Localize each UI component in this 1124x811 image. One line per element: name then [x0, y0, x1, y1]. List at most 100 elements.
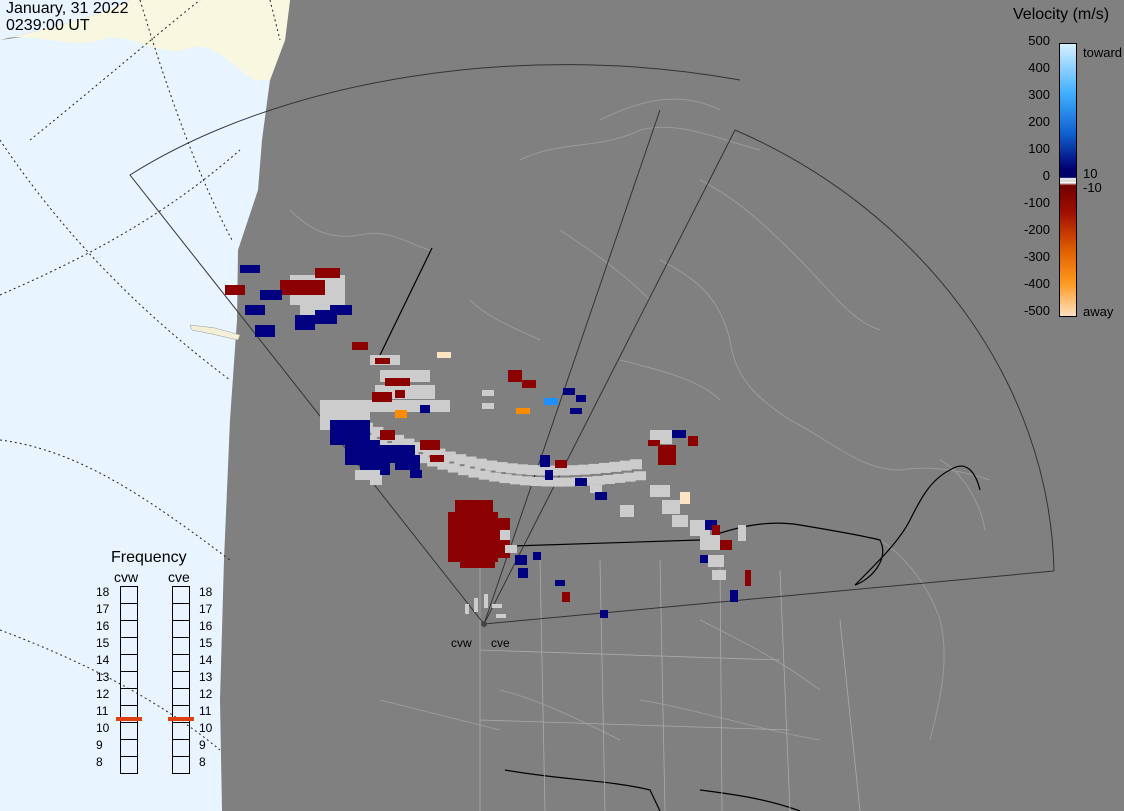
radar-echo-cell: [555, 460, 567, 468]
site-label-cvw: cvw: [451, 636, 472, 650]
radar-echo-cell: [496, 614, 506, 618]
radar-echo-cell: [375, 438, 388, 448]
radar-echo-cell: [745, 570, 751, 586]
site-label-cve: cve: [491, 636, 510, 650]
radar-echo-cell: [437, 460, 450, 470]
away-label: away: [1083, 304, 1114, 319]
daylit-alaska-land: [0, 0, 290, 80]
radar-echo-cell: [620, 505, 634, 517]
radar-echo-cell: [505, 545, 517, 553]
radar-echo-cell: [295, 315, 315, 330]
radar-echo-cell: [526, 465, 539, 476]
radar-echo-cell: [402, 438, 415, 449]
toward-label: toward: [1083, 45, 1123, 60]
minus-ten-label: -10: [1083, 180, 1102, 195]
radar-echo-cell: [590, 485, 602, 493]
radar-echo-cell: [420, 405, 430, 413]
radar-echo-cell: [700, 535, 720, 550]
radar-echo-cell: [474, 458, 487, 469]
radar-echo-cell: [505, 463, 518, 474]
colorbar-tick-label: -100: [1023, 195, 1050, 210]
radar-echo-cell: [540, 477, 553, 487]
radar-echo-cell: [465, 604, 469, 614]
coastlines: [289, 98, 991, 741]
freq-scale-label: 17: [96, 602, 110, 616]
radar-echo-cell: [355, 470, 380, 480]
radar-echo-cell: [489, 472, 502, 482]
radar-echo-cell: [516, 464, 529, 475]
radar-echo-cell: [680, 492, 690, 504]
radar-echo-cell: [395, 455, 420, 470]
freq-scale-label: 16: [199, 619, 213, 633]
radar-echo-cell: [458, 466, 471, 476]
radar-echo-cell: [437, 352, 451, 358]
radar-echo-cell: [575, 478, 587, 486]
velocity-legend-title: Velocity (m/s): [1013, 6, 1110, 23]
radar-echo-cell: [563, 388, 575, 395]
radar-echo-cell: [380, 430, 395, 440]
radar-echo-cell: [447, 463, 460, 473]
radar-echo-cell: [613, 473, 626, 483]
radar-echo-cell: [567, 465, 580, 476]
freq-scale-label: 10: [199, 721, 213, 735]
radar-echo-cell: [443, 451, 456, 462]
radar-echo-cell: [544, 398, 558, 405]
radar-echo-cell: [672, 515, 688, 527]
radar-echo-cell: [557, 465, 570, 476]
colorbar-tick-label: -200: [1023, 222, 1050, 237]
radar-echo-cell: [420, 440, 440, 450]
radar-echo-cell: [508, 370, 522, 382]
freq-scale-label: 12: [199, 687, 213, 701]
radar-echo-cell: [533, 552, 541, 560]
radar-echo-cell: [518, 568, 528, 578]
radar-echo-cell: [255, 325, 275, 337]
radar-echo-cell: [630, 459, 642, 470]
radar-echo-cell: [672, 430, 686, 438]
radar-echo-cell: [482, 403, 494, 409]
radar-echo-cell: [385, 378, 410, 386]
radar-echo-cell: [416, 454, 429, 464]
radar-echo-cell: [551, 477, 564, 487]
radar-echo-cell: [412, 442, 425, 453]
colorbar-tick-label: 400: [1028, 60, 1050, 75]
radar-echo-cell: [492, 604, 502, 608]
radar-echo-cell: [688, 436, 698, 446]
freq-scale-label: 16: [96, 619, 110, 633]
alaska-peninsula: [189, 324, 241, 341]
radar-echo-cell: [370, 475, 382, 485]
radar-echo-cell: [570, 408, 582, 414]
radar-echo-cell: [634, 471, 646, 481]
colorbar-tick-label: -400: [1023, 276, 1050, 291]
radar-echo-cell: [433, 448, 446, 459]
radar-echo-cell: [650, 485, 670, 497]
colorbar-tick-label: -300: [1023, 249, 1050, 264]
radar-echo-cell: [240, 265, 260, 273]
radar-echo-cell: [455, 500, 493, 515]
freq-scale-label: 8: [199, 755, 206, 769]
radar-echo-cell: [499, 474, 512, 484]
frequency-marker-cvw: [116, 717, 142, 721]
freq-scale-label: 14: [199, 653, 213, 667]
radar-echo-cell: [600, 610, 608, 618]
radar-echo-cell: [609, 461, 622, 472]
colorbar-tick-label: 300: [1028, 87, 1050, 102]
freq-scale-label: 10: [96, 721, 110, 735]
radar-echo-cell: [464, 456, 477, 467]
colorbar-tick-label: 500: [1028, 33, 1050, 48]
radar-echoes: [225, 265, 751, 618]
date-label: January, 31 2022: [6, 0, 129, 17]
freq-scale-label: 9: [96, 738, 103, 752]
radar-echo-cell: [260, 290, 282, 300]
freq-scale-label: 8: [96, 755, 103, 769]
radar-echo-cell: [520, 476, 533, 486]
scan-line: [379, 247, 433, 356]
radar-echo-cell: [561, 477, 574, 487]
radar-echo-cell: [365, 434, 378, 444]
colorbar-tick-label: -500: [1023, 303, 1050, 318]
radar-echo-cell: [371, 426, 384, 437]
radar-echo-cell: [720, 540, 732, 550]
freq-scale-label: 15: [96, 636, 110, 650]
radar-echo-cell: [545, 470, 553, 480]
radar-echo-cell: [315, 268, 340, 278]
